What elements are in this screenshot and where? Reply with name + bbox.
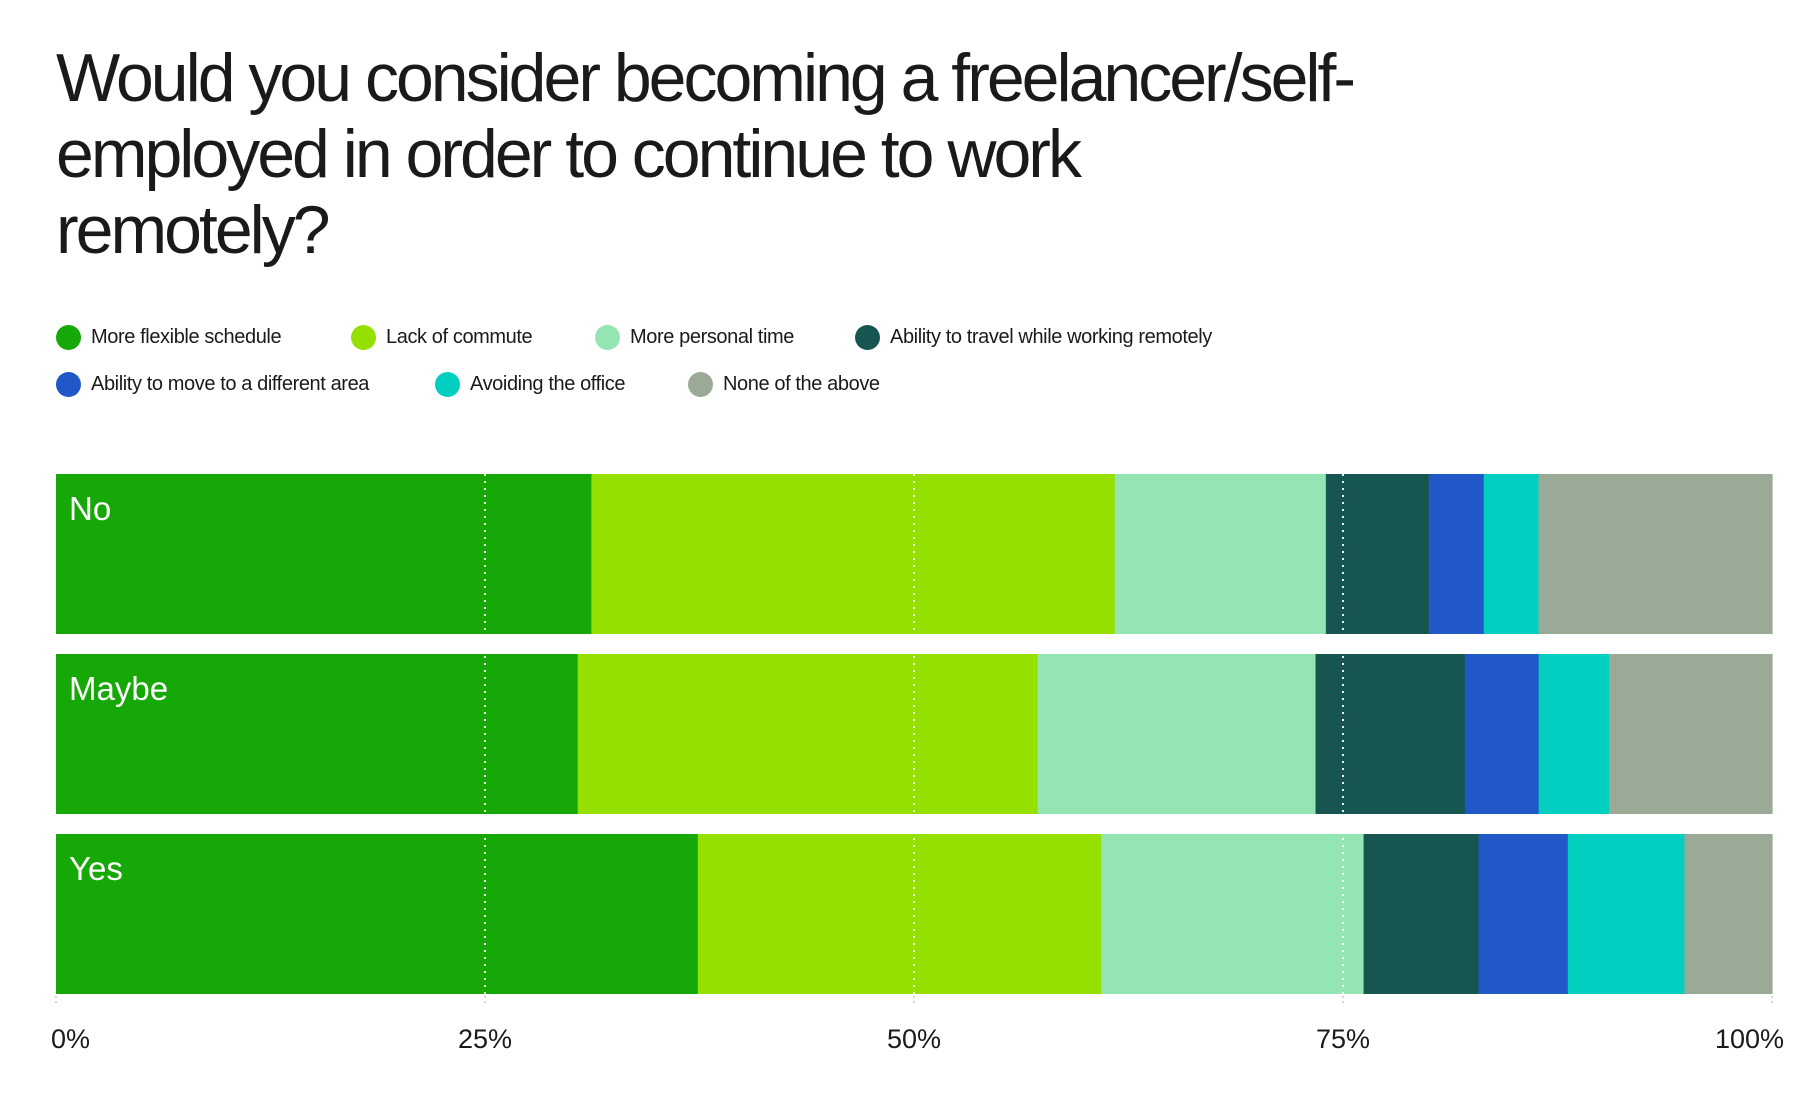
bar-label-yes: Yes xyxy=(69,850,123,887)
legend-swatch-ability-to-travel xyxy=(855,324,880,350)
legend-label-more-flexible-schedule: More flexible schedule xyxy=(91,325,282,348)
legend-item-more-flexible-schedule: More flexible schedule xyxy=(56,324,351,350)
bar-label-maybe: Maybe xyxy=(69,670,168,707)
legend-swatch-none-of-the-above xyxy=(688,371,713,397)
bar-segment-maybe-lack-of-commute xyxy=(577,654,1039,814)
legend-label-ability-to-travel: Ability to travel while working remotely xyxy=(890,325,1212,348)
legend-swatch-avoiding-the-office xyxy=(435,371,460,397)
bar-segment-yes-avoiding-the-office xyxy=(1567,834,1686,994)
x-tick-label-75: 75% xyxy=(1316,1024,1370,1054)
bar-segment-yes-none-of-the-above xyxy=(1684,834,1773,994)
bar-segment-no-ability-to-move-to-a-different-area xyxy=(1428,474,1485,634)
bar-segment-no-more-flexible-schedule xyxy=(56,474,592,634)
chart-title: Would you consider becoming a freelancer… xyxy=(56,40,1356,268)
bar-segment-yes-more-personal-time xyxy=(1101,834,1365,994)
legend-row-2: Ability to move to a different area Avoi… xyxy=(56,369,1456,399)
bar-segment-yes-ability-to-travel-while-working-remotely xyxy=(1363,834,1480,994)
x-tick-label-0: 0% xyxy=(51,1024,90,1054)
legend-swatch-more-flexible-schedule xyxy=(56,324,81,350)
legend-row-1: More flexible schedule Lack of commute M… xyxy=(56,322,1456,352)
x-tick-label-50: 50% xyxy=(887,1024,941,1054)
bar-segment-no-avoiding-the-office xyxy=(1483,474,1540,634)
bar-segment-maybe-ability-to-move-to-a-different-area xyxy=(1464,654,1540,814)
legend-swatch-lack-of-commute xyxy=(351,324,376,350)
legend-item-ability-to-move: Ability to move to a different area xyxy=(56,371,435,397)
legend-item-more-personal-time: More personal time xyxy=(595,324,855,350)
bar-segment-no-ability-to-travel-while-working-remotely xyxy=(1325,474,1430,634)
bar-segment-yes-ability-to-move-to-a-different-area xyxy=(1478,834,1569,994)
bar-segment-no-lack-of-commute xyxy=(591,474,1116,634)
legend-swatch-more-personal-time xyxy=(595,324,620,350)
bar-segment-yes-more-flexible-schedule xyxy=(56,834,699,994)
legend-item-none-of-the-above: None of the above xyxy=(688,371,880,397)
bar-segment-maybe-ability-to-travel-while-working-remotely xyxy=(1315,654,1466,814)
legend-label-ability-to-move: Ability to move to a different area xyxy=(91,372,370,395)
legend-swatch-ability-to-move xyxy=(56,371,81,397)
bar-segment-maybe-avoiding-the-office xyxy=(1538,654,1610,814)
legend: More flexible schedule Lack of commute M… xyxy=(56,322,1456,416)
legend-label-none-of-the-above: None of the above xyxy=(723,372,880,395)
legend-label-avoiding-the-office: Avoiding the office xyxy=(470,372,626,395)
x-tick-label-100: 100% xyxy=(1715,1024,1784,1054)
legend-label-more-personal-time: More personal time xyxy=(630,325,794,348)
legend-label-lack-of-commute: Lack of commute xyxy=(386,325,533,348)
legend-item-ability-to-travel: Ability to travel while working remotely xyxy=(855,324,1212,350)
legend-item-lack-of-commute: Lack of commute xyxy=(351,324,595,350)
bar-segment-maybe-more-personal-time xyxy=(1037,654,1317,814)
bar-segment-maybe-more-flexible-schedule xyxy=(56,654,579,814)
bar-label-no: No xyxy=(69,490,111,527)
bar-segment-no-more-personal-time xyxy=(1114,474,1327,634)
bar-segment-no-none-of-the-above xyxy=(1538,474,1773,634)
bar-segment-yes-lack-of-commute xyxy=(697,834,1102,994)
bar-segment-maybe-none-of-the-above xyxy=(1608,654,1773,814)
x-tick-label-25: 25% xyxy=(458,1024,512,1054)
legend-item-avoiding-the-office: Avoiding the office xyxy=(435,371,688,397)
